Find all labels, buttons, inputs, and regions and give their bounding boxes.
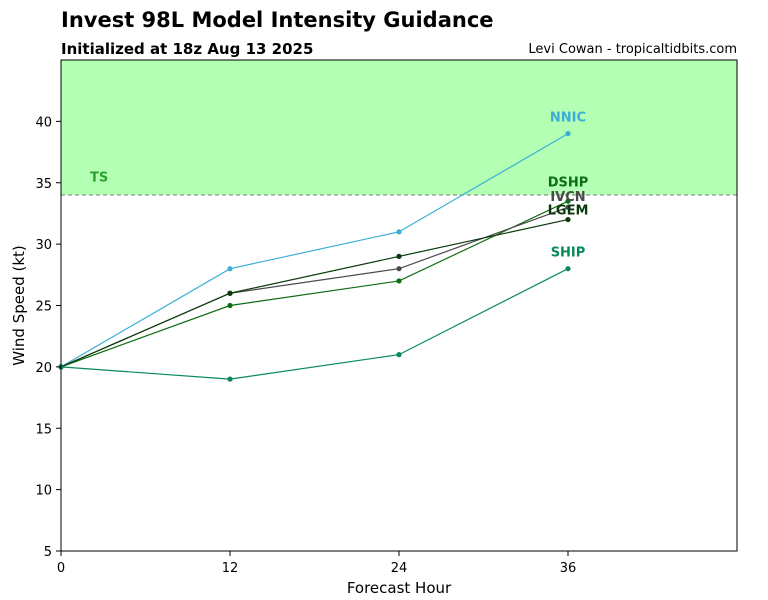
x-tick-label: 24 <box>391 561 408 576</box>
data-point-ivcn <box>565 204 571 210</box>
data-point-lgem <box>565 216 571 223</box>
y-tick-label: 25 <box>35 300 52 315</box>
y-tick-label: 40 <box>35 115 52 130</box>
x-tick-label: 12 <box>222 561 239 576</box>
data-point-ship <box>396 352 402 358</box>
data-point-nnic <box>227 266 233 272</box>
y-tick-label: 10 <box>35 484 52 499</box>
y-tick-label: 30 <box>35 238 52 253</box>
chart-subtitle: Initialized at 18z Aug 13 2025 <box>61 40 314 58</box>
ts-label: TS <box>90 171 108 186</box>
y-tick-label: 5 <box>44 545 52 560</box>
data-point-nnic <box>396 229 402 235</box>
data-point-lgem <box>227 290 233 296</box>
y-tick-label: 35 <box>35 177 52 192</box>
series-label-dshp: DSHP <box>548 175 589 190</box>
chart-title: Invest 98L Model Intensity Guidance <box>61 8 494 32</box>
series-line-lgem <box>60 218 569 368</box>
x-axis-label: Forecast Hour <box>347 579 452 597</box>
chart-credit: Levi Cowan - tropicaltidbits.com <box>528 42 737 57</box>
y-tick-label: 20 <box>35 361 52 376</box>
data-point-ship <box>565 266 571 272</box>
series-line-nnic <box>60 133 569 368</box>
x-tick-label: 36 <box>560 561 577 576</box>
series-label-lgem: LGEM <box>548 204 589 219</box>
series-line-dshp <box>60 200 569 368</box>
series-label-ship: SHIP <box>551 245 586 260</box>
y-axis-label: Wind Speed (kt) <box>10 245 28 366</box>
series-label-nnic: NNIC <box>550 110 586 125</box>
data-point-ship <box>227 376 233 382</box>
data-point-dshp <box>565 198 571 204</box>
data-point-ivcn <box>396 266 402 272</box>
series-line-ship <box>60 268 569 380</box>
series-line-ivcn <box>60 206 569 368</box>
x-tick-label: 0 <box>57 561 65 576</box>
data-point-dshp <box>227 302 233 309</box>
data-point-lgem <box>396 253 402 259</box>
data-point-nnic <box>565 131 571 137</box>
ts-region <box>61 60 737 196</box>
data-point-dshp <box>396 278 402 284</box>
y-tick-label: 15 <box>35 422 52 437</box>
series-label-ivcn: IVCN <box>550 190 585 205</box>
